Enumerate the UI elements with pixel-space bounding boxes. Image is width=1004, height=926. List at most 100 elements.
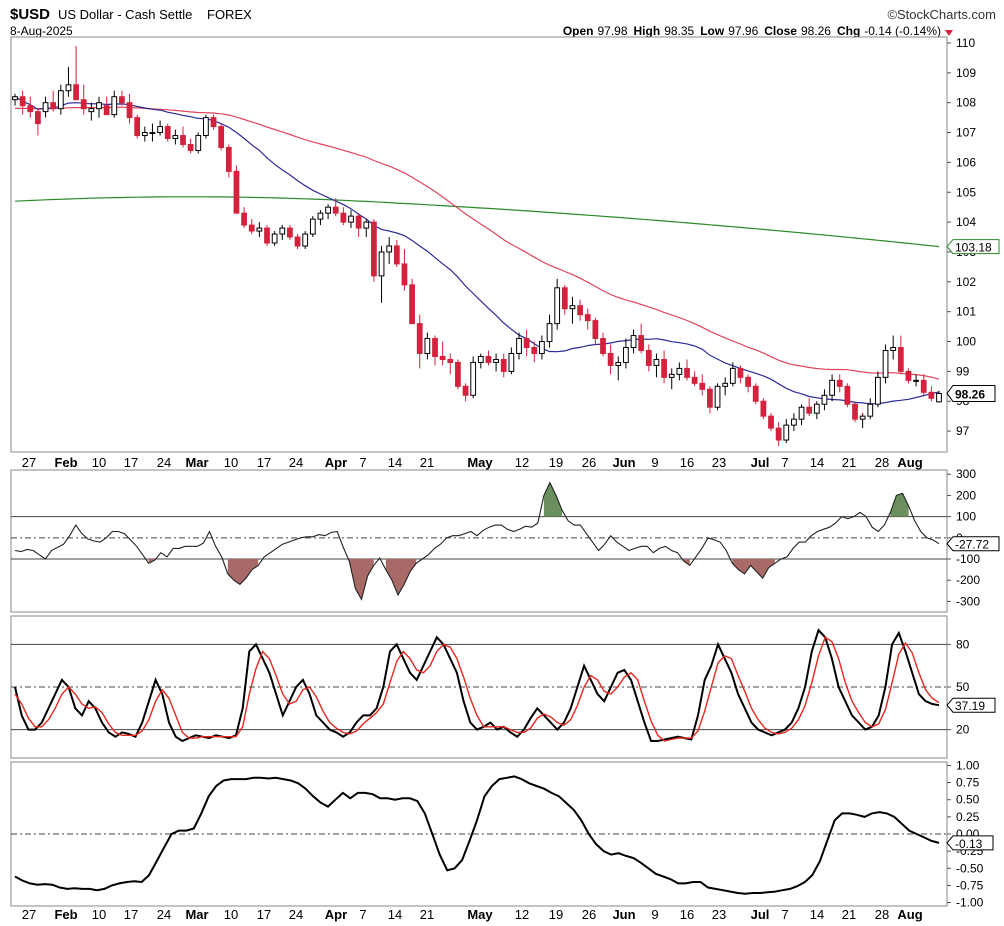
stoch-value-label: 37.19 (955, 699, 985, 713)
instrument-name: US Dollar - Cash Settle (58, 7, 192, 22)
y-tick-label: 102 (956, 275, 976, 289)
candle-body (615, 361, 622, 366)
x-tick-label: Aug (897, 455, 922, 470)
x-tick-label: 16 (680, 455, 694, 470)
candle-body (775, 427, 782, 441)
stoch-value-tag (946, 697, 996, 713)
x-tick-label: 10 (92, 907, 106, 922)
x-tick-label: 24 (289, 907, 303, 922)
candle-body (836, 379, 843, 387)
cci-value-label: -27.72 (955, 538, 989, 552)
ohlc-summary: Open 97.98 High 98.35 Low 97.96 Close 98.26 Chg -… (563, 24, 941, 38)
x-tick-label: 23 (712, 907, 726, 922)
candle-body (752, 385, 759, 402)
y-tick-label: 80 (956, 637, 970, 651)
x-tick-label: 27 (22, 907, 36, 922)
x-tick-label: Apr (325, 907, 347, 922)
candle-body (890, 347, 897, 351)
candle-body (577, 305, 583, 316)
candle-body (523, 338, 530, 349)
candle-body (325, 206, 331, 214)
candle-body (531, 347, 538, 354)
candle-body (913, 379, 919, 382)
candle-body (600, 338, 606, 354)
y-tick-label: 200 (956, 488, 976, 502)
x-tick-label: 28 (875, 455, 889, 470)
y-tick-label: 110 (956, 36, 975, 50)
candle-body (516, 338, 522, 354)
candle-body (852, 403, 858, 420)
x-tick-label: May (467, 907, 493, 922)
sma-slow-tag (946, 239, 1000, 255)
candle-body (554, 287, 561, 325)
y-tick-label: 97 (956, 424, 970, 438)
x-tick-label: 14 (810, 907, 824, 922)
candle-body (409, 284, 415, 325)
y-tick-label: 0.75 (956, 776, 980, 790)
panel-frame-0 (10, 36, 948, 453)
sma-slow-line (14, 196, 940, 248)
x-tick-label: Mar (185, 907, 208, 922)
x-tick-label: Mar (185, 455, 208, 470)
candle-body (485, 355, 492, 363)
low-value: 97.96 (728, 24, 758, 38)
panel-frame-1 (10, 469, 948, 613)
high-value: 98.35 (664, 24, 694, 38)
y-tick-label: 99 (956, 364, 970, 378)
candle-body (386, 245, 393, 253)
y-tick-label: 20 (956, 723, 970, 737)
x-tick-label: 19 (549, 907, 563, 922)
y-tick-label: -0.50 (956, 861, 984, 875)
y-tick-label: 50 (956, 680, 970, 694)
down-arrow-icon (945, 30, 953, 36)
x-tick-label: 12 (515, 455, 529, 470)
y-tick-label: -100 (956, 552, 980, 566)
cci-overbought-fill (890, 493, 909, 517)
x-tick-label: Aug (897, 907, 922, 922)
candle-body (707, 388, 713, 408)
y-tick-label: 104 (956, 215, 976, 229)
candle-body (470, 361, 477, 396)
cci-value-tag (946, 536, 1000, 552)
chart-header: $USD US Dollar - Cash Settle FOREX ©Stoc… (10, 6, 996, 38)
candle-body (630, 335, 637, 349)
x-tick-label: 24 (157, 455, 171, 470)
x-tick-label: 7 (781, 907, 788, 922)
candle-body (180, 135, 186, 145)
candle-body (798, 406, 805, 420)
candle-body (126, 102, 133, 119)
candle-body (844, 385, 851, 405)
x-tick-label: May (467, 455, 493, 470)
open-label: Open (563, 24, 594, 38)
candle-body (897, 347, 904, 372)
candle-body (134, 117, 141, 137)
x-tick-label: 17 (124, 455, 138, 470)
cci-oversold-fill (385, 559, 417, 595)
x-tick-label: Jun (612, 907, 635, 922)
candle-body (111, 96, 118, 116)
candle-body (493, 358, 499, 363)
candle-body (859, 415, 866, 420)
candle-body (875, 376, 881, 405)
candle-body (172, 135, 179, 140)
candle-body (187, 143, 194, 151)
y-tick-label: 106 (956, 155, 976, 169)
candle-body (19, 96, 26, 107)
stoch-d-line (14, 636, 940, 742)
y-tick-label: -1.00 (956, 896, 984, 910)
candle-body (378, 251, 385, 277)
candle-body (241, 212, 247, 226)
candle-body (302, 233, 309, 247)
candle-body (42, 102, 49, 113)
candle-body (508, 352, 515, 372)
close-value: 98.26 (801, 24, 831, 38)
candle-body (791, 418, 797, 426)
candle-body (149, 132, 156, 135)
x-tick-label: 9 (651, 455, 658, 470)
candle-body (371, 221, 377, 277)
candle-body (348, 215, 354, 223)
low-label: Low (700, 24, 725, 38)
x-tick-label: 17 (257, 455, 271, 470)
cci-oversold-fill (349, 559, 374, 600)
cci-line (14, 481, 940, 601)
